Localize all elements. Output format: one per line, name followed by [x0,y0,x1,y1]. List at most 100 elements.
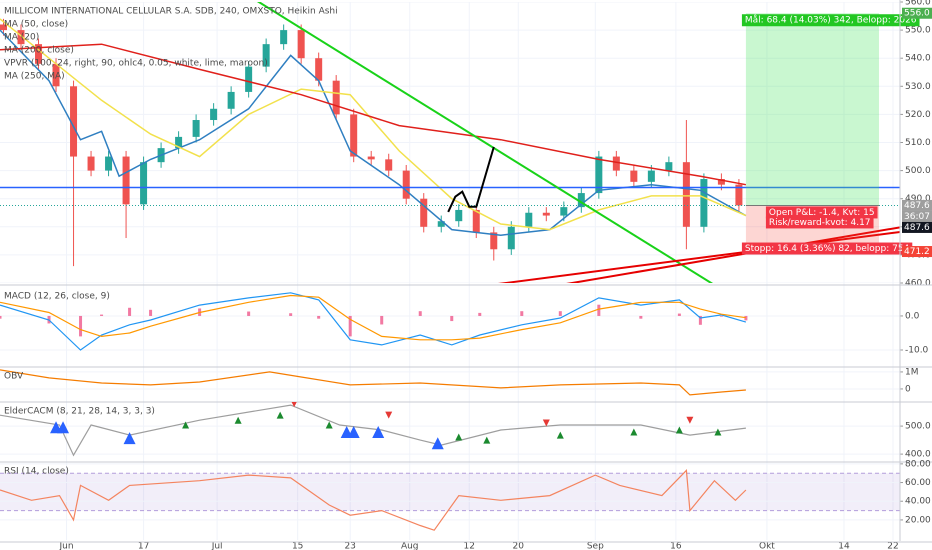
signal-marker [347,425,360,438]
indicator-line [0,369,746,396]
y-tick-label: -10.0 [905,346,929,356]
histogram-bar [677,313,681,316]
signal-marker [276,411,284,419]
indicator-line [0,469,747,531]
signal-marker [182,421,190,429]
x-tick-label: 15 [292,542,303,550]
x-tick-label: Sep [587,542,604,550]
x-tick-label: 23 [344,542,355,550]
histogram-bar [348,315,352,337]
candle-body [647,170,655,182]
candle-body [385,159,393,171]
price-tag-box [902,199,932,211]
histogram-bar [418,311,422,316]
histogram-bar [639,315,643,319]
candle-body [577,193,585,208]
price-tag: 487.6 [904,201,930,211]
candle-body [35,44,43,64]
moving-average [0,18,747,231]
y-tick-label: 400.0 [905,450,931,460]
histogram-bar [597,304,601,316]
histogram-bar [450,315,454,322]
signal-marker [57,421,70,434]
candle-body [192,120,200,137]
panel [0,463,900,531]
candle-body [297,30,305,59]
histogram-bar [558,311,562,316]
candle-body [0,24,8,31]
moving-average [0,29,747,236]
signal-marker [431,437,444,450]
pnl-label: Open P&L: -1.4, Kvt: 15 [769,208,875,218]
signal-marker [542,419,550,427]
price-tag-box [902,246,932,258]
histogram-bar [698,315,702,325]
panel [0,292,900,351]
histogram-bar [0,315,2,319]
candle-body [122,156,130,205]
candle-body [262,44,270,67]
rr-label: Risk/reward-kvot: 4.17 [769,218,871,228]
signal-marker [291,402,297,408]
x-tick-label: Aug [401,542,419,550]
x-tick-label: Jul [211,542,223,550]
target-label-box [741,14,920,27]
indicator-line [0,404,746,457]
candle-body [175,136,183,149]
candle-body [507,226,515,250]
indicator-line [0,294,746,341]
signal-marker [234,416,242,424]
candle-body [280,30,288,45]
price-tag: 556.0 [904,9,930,19]
candle-body [315,58,323,81]
moving-average [0,43,747,186]
histogram-bar [149,309,153,316]
y-tick-label: 500.0 [905,166,931,176]
candle-body [630,170,638,182]
panel [0,402,900,457]
candle-body [245,66,253,92]
histogram-bar [719,315,723,317]
stop-label: Stopp: 16.4 (3.36%) 82, belopp: 754 [745,244,910,254]
candle-body [350,114,358,157]
candle-body [227,91,235,109]
legend-text: RSI (14, close) [4,467,69,477]
legend-text: ElderCACM (8, 21, 28, 14, 3, 3, 3) [4,407,155,417]
legend-text: MA (20) [4,33,39,43]
x-tick-label: Jun [59,542,74,550]
signal-marker [714,428,722,436]
price-tag-box [902,7,932,19]
y-tick-label: 20.00 [905,515,931,525]
y-tick-label: 1M [905,367,919,377]
histogram-bar [380,315,384,325]
y-tick-label: 490.0 [905,194,931,204]
legend-text: MILLICOM INTERNATIONAL CELLULAR S.A. SDB… [4,7,338,17]
panel [0,369,900,396]
y-tick-label: 500.0 [905,422,931,432]
candle-body [140,162,148,205]
signal-marker [686,416,694,424]
candle-body [437,221,445,227]
signal-marker [325,421,333,429]
legend-text: OBV [4,372,24,382]
target-zone [745,13,879,206]
price-tag: 487.6 [904,223,930,233]
panel [0,2,900,283]
histogram-bar [744,315,748,321]
candle-body [472,209,480,233]
candle-body [717,179,725,185]
candle-body [402,170,410,199]
signal-marker [123,432,136,445]
price-tag: 471.2 [904,247,930,257]
candle-body [332,80,340,115]
indicator-line [0,292,747,351]
candle-body [735,184,743,206]
y-tick-label: 520.0 [905,110,931,120]
y-tick-label: 460.0 [905,279,931,289]
x-tick-label: 16 [670,542,682,550]
y-tick-label: 550.0 [905,26,931,36]
y-tick-label: 0.0 [905,311,920,321]
trend-line [256,2,714,283]
signal-marker [675,426,683,434]
